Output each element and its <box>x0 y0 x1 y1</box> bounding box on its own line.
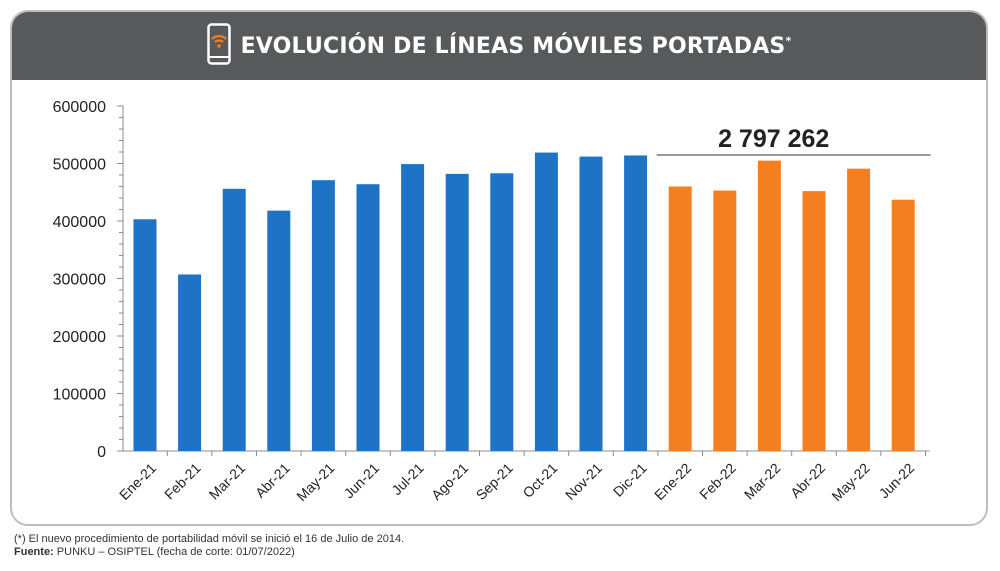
bar-chart: 0 100000 200000 300000 400000 500000 600000 Ene… <box>53 99 931 504</box>
y-tick-label: 200000 <box>53 329 106 346</box>
bar <box>311 180 335 452</box>
x-tick-label: Mar-22 <box>741 460 784 503</box>
x-tick-label: Ene-22 <box>651 460 694 503</box>
x-tick-label: Mar-21 <box>206 460 249 503</box>
bar <box>445 173 469 451</box>
bar <box>356 184 380 451</box>
x-tick-label: May-21 <box>293 460 337 504</box>
bar <box>222 188 246 452</box>
bar <box>802 191 826 451</box>
x-tick-label: Feb-21 <box>161 460 204 503</box>
bar <box>757 160 781 451</box>
x-tick-label: Nov-21 <box>562 460 605 503</box>
y-tick-label: 300000 <box>53 272 106 289</box>
x-tick-label: Abr-21 <box>252 460 293 501</box>
x-tick-label: Abr-22 <box>787 460 828 501</box>
x-tick-label: May-22 <box>828 460 872 504</box>
bar <box>401 164 425 451</box>
bar <box>534 152 558 451</box>
bar <box>891 199 915 451</box>
chart-title-text: EVOLUCIÓN DE LÍNEAS MÓVILES PORTADAS <box>240 33 786 59</box>
y-tick-label: 500000 <box>53 157 106 174</box>
source-text: PUNKU – OSIPTEL (fecha de corte: 01/07/2… <box>56 546 295 558</box>
bar <box>133 219 157 451</box>
y-tick-label: 600000 <box>53 99 106 116</box>
x-tick-label: Ago-21 <box>428 460 471 503</box>
bar <box>267 210 291 451</box>
source-label: Fuente: <box>14 546 54 558</box>
bar <box>579 156 603 451</box>
title-bar <box>12 12 986 80</box>
x-tick-label: Feb-22 <box>696 460 739 503</box>
annotation-total: 2 797 262 <box>718 125 829 153</box>
x-tick-label: Ene-21 <box>116 460 159 503</box>
footnote: (*) El nuevo procedimiento de portabilid… <box>14 533 404 559</box>
bar <box>178 274 202 451</box>
y-tick-label: 0 <box>97 444 106 461</box>
bar <box>490 173 514 451</box>
title-asterisk: * <box>785 34 792 48</box>
bar <box>847 168 871 452</box>
footnote-note: (*) El nuevo procedimiento de portabilid… <box>14 533 405 545</box>
smartphone-wifi-icon <box>206 22 231 70</box>
bar <box>713 190 737 451</box>
x-tick-label: Sep-21 <box>473 460 516 503</box>
title-wrap: EVOLUCIÓN DE LÍNEAS MÓVILES PORTADAS* <box>12 12 986 80</box>
x-tick-label: Jun-22 <box>876 460 918 502</box>
footnote-source: Fuente: PUNKU – OSIPTEL (fecha de corte:… <box>14 546 404 559</box>
x-tick-label: Jun-21 <box>341 460 383 502</box>
chart-title: EVOLUCIÓN DE LÍNEAS MÓVILES PORTADAS* <box>241 34 792 59</box>
bar <box>668 186 692 451</box>
y-tick-label: 400000 <box>53 214 106 231</box>
x-tick-label: Jul-21 <box>388 460 426 498</box>
y-tick-label: 100000 <box>53 387 106 404</box>
bar <box>624 155 648 451</box>
x-tick-label: Dic-21 <box>610 460 650 500</box>
x-tick-label: Oct-21 <box>519 460 560 501</box>
